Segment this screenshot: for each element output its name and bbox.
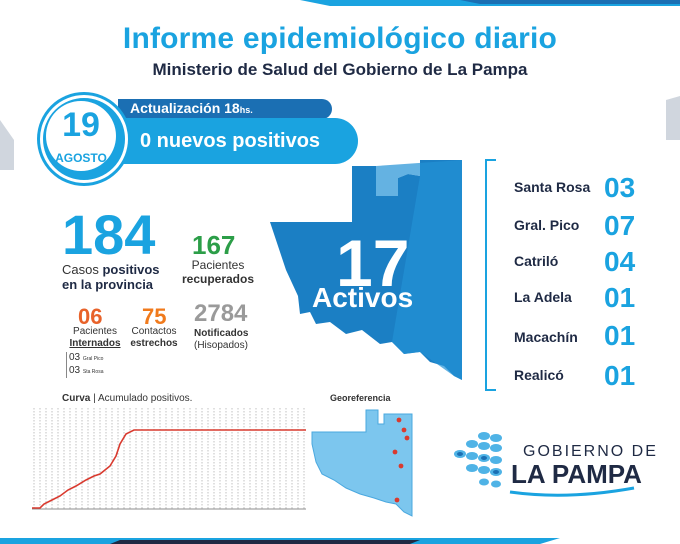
total-cases: 184 [62, 203, 156, 266]
geo-marker [396, 417, 402, 423]
page-title: Informe epidemiológico diario [122, 22, 558, 55]
logo-underline [509, 486, 635, 497]
cumulative-curve [32, 408, 306, 510]
geo-marker [401, 427, 407, 433]
city-name: Gral. Pico [514, 217, 580, 233]
city-count: 01 [604, 320, 636, 351]
city-name: Macachín [514, 329, 578, 345]
update-bar [118, 99, 332, 119]
geo-marker [398, 463, 404, 469]
gobierno-logo-mark [454, 432, 502, 488]
city-count: 01 [604, 282, 636, 313]
active-label: Activos [312, 282, 414, 313]
city-count: 01 [604, 360, 636, 391]
active-count: 17 [336, 226, 410, 300]
city-count: 07 [604, 210, 636, 241]
city-count: 03 [604, 172, 636, 203]
date-circle-inner [46, 101, 116, 171]
city-count: 04 [604, 246, 636, 277]
logo-line-1: GOBIERNO DE [523, 443, 658, 460]
new-positives-text: 0 nuevos positivos [140, 130, 321, 152]
geo-province-shape [311, 409, 413, 517]
page-subtitle: Ministerio de Salud del Gobierno de La P… [152, 60, 528, 79]
geo-marker [394, 497, 400, 503]
hospital-breakdown: 03 Gral Pico 03 Sta Rosa [66, 352, 103, 378]
city-name: Santa Rosa [514, 179, 591, 195]
geo-marker [392, 449, 398, 455]
recovered-label: Pacientes recuperados [181, 258, 255, 286]
city-name: La Adela [514, 289, 572, 305]
internados-count: 06 [78, 304, 103, 329]
geo-marker [404, 435, 410, 441]
city-name: Realicó [514, 367, 564, 383]
total-cases-label: Casos positivos en la provincia [62, 262, 160, 292]
internados-label: Pacientes Internados [69, 326, 121, 349]
recovered-count: 167 [192, 230, 236, 260]
notified-label: Notificados (Hisopados) [194, 328, 249, 351]
contacts-count: 75 [142, 304, 167, 329]
date-month: AGOSTO [55, 151, 107, 165]
city-name: Catriló [514, 253, 559, 269]
curve-line [32, 429, 306, 509]
curve-title: Curva | Acumulado positivos. [62, 393, 193, 404]
logo-line-2: LA PAMPA [511, 459, 642, 489]
update-time-label: Actualización 18hs. [130, 100, 253, 116]
date-day: 19 [62, 106, 100, 144]
notified-count: 2784 [194, 300, 248, 327]
contacts-label: Contactos estrechos [130, 326, 178, 349]
geo-title: Georeferencia [330, 393, 391, 403]
